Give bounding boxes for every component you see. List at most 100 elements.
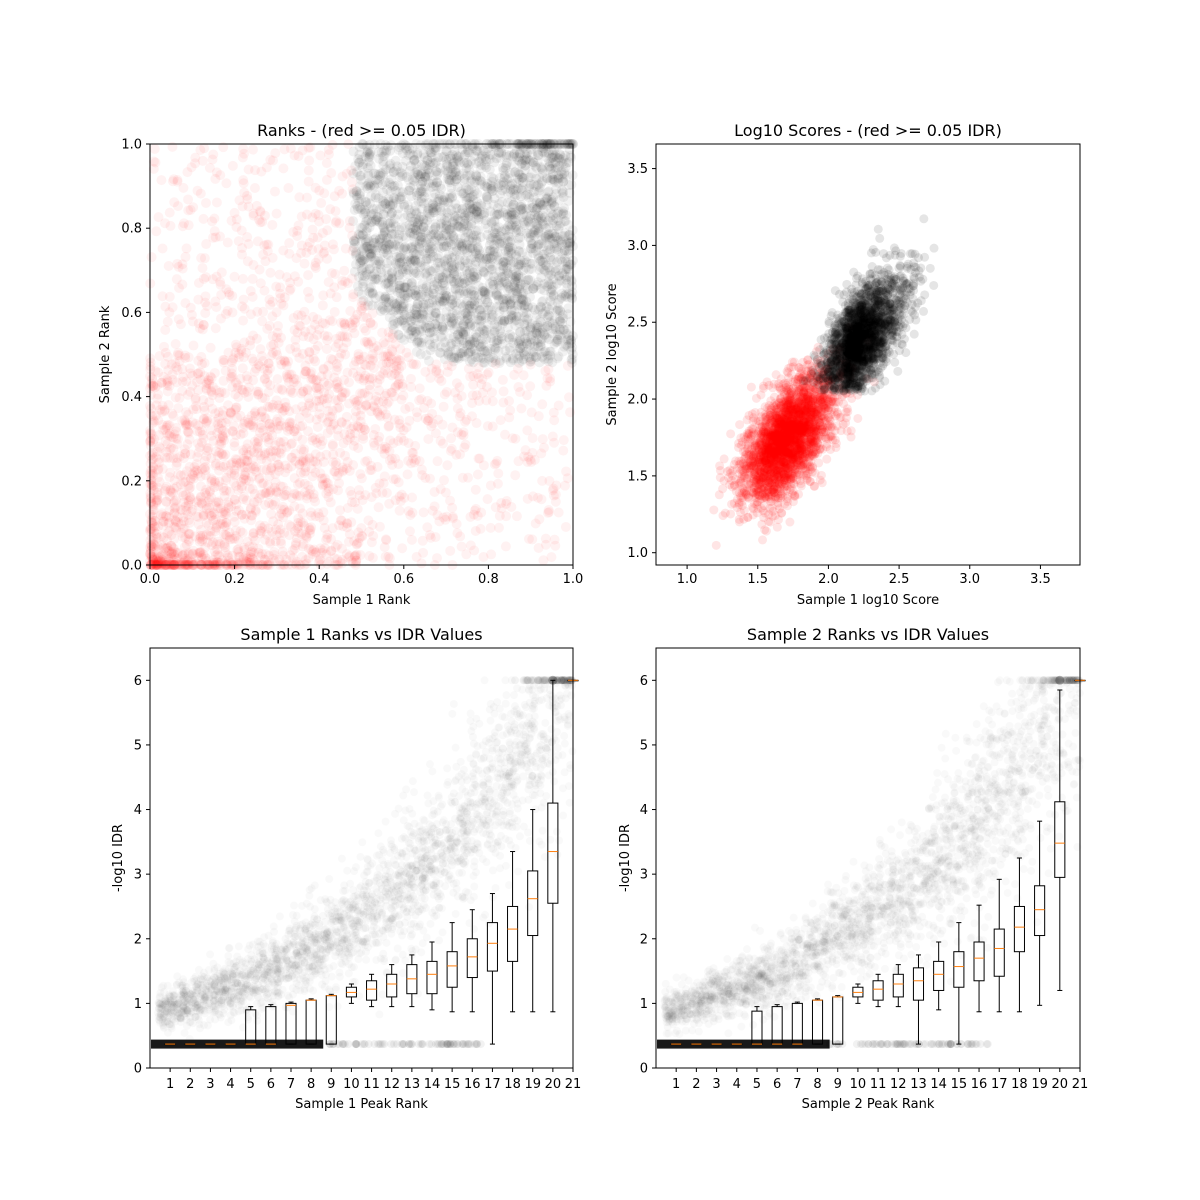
scatter-point bbox=[321, 158, 332, 169]
scatter-point bbox=[231, 454, 242, 465]
scatter-point bbox=[544, 475, 555, 486]
scatter-point bbox=[241, 475, 252, 486]
scatter-point bbox=[151, 497, 162, 508]
scatter-point bbox=[162, 316, 173, 327]
scatter-point bbox=[518, 265, 529, 276]
scatter-point bbox=[199, 253, 210, 264]
scatter-point bbox=[357, 495, 368, 506]
scatter-point bbox=[534, 172, 545, 183]
scatter-point bbox=[151, 400, 162, 411]
scatter-point bbox=[502, 268, 513, 279]
scatter-point bbox=[170, 552, 181, 563]
scatter-point bbox=[337, 275, 348, 286]
scatter-point bbox=[408, 268, 419, 279]
scatter-point bbox=[469, 545, 480, 556]
scatter-point bbox=[481, 382, 492, 393]
scatter-point bbox=[317, 318, 328, 329]
scatter-point bbox=[472, 368, 483, 379]
scatter-point bbox=[151, 226, 162, 237]
scatter-point bbox=[456, 541, 467, 552]
scatter-point bbox=[162, 380, 173, 391]
scatter-point bbox=[377, 187, 388, 198]
scatter-point bbox=[496, 185, 507, 196]
scatter-point bbox=[328, 244, 339, 255]
scatter-point bbox=[522, 425, 533, 436]
scatter-point bbox=[471, 145, 482, 156]
x-tick-label: 0.0 bbox=[140, 572, 161, 587]
scatter-point bbox=[424, 239, 435, 250]
scatter-point bbox=[501, 511, 512, 522]
scatter-point bbox=[229, 441, 240, 452]
scatter-point bbox=[501, 262, 512, 273]
scatter-point bbox=[266, 463, 277, 474]
scatter-point bbox=[159, 406, 170, 417]
scatter-point bbox=[399, 291, 410, 302]
scatter-point bbox=[200, 542, 211, 553]
scatter-point bbox=[377, 487, 388, 498]
scatter-point bbox=[227, 457, 238, 468]
scatter-point bbox=[330, 217, 341, 228]
scatter-point bbox=[220, 417, 231, 428]
scatter-point bbox=[489, 459, 500, 470]
scatter-point bbox=[355, 469, 366, 480]
scatter-point bbox=[318, 364, 329, 375]
scatter-point bbox=[401, 171, 412, 182]
scatter-point bbox=[253, 386, 264, 397]
scatter-point bbox=[433, 167, 444, 178]
scatter-point bbox=[374, 478, 385, 489]
scatter-point bbox=[237, 301, 248, 312]
scatter-point bbox=[152, 446, 163, 457]
scatter-point bbox=[502, 285, 513, 296]
scatter-point bbox=[394, 257, 405, 268]
scatter-point bbox=[146, 252, 157, 263]
scatter-point bbox=[454, 239, 465, 250]
scatter-point bbox=[211, 539, 222, 550]
scatter-point bbox=[154, 430, 165, 441]
scatter-point bbox=[285, 424, 296, 435]
scatter-point bbox=[364, 354, 375, 365]
scatter-point bbox=[160, 324, 171, 335]
scatter-point bbox=[488, 181, 499, 192]
scatter-point bbox=[566, 357, 577, 368]
scatter-point bbox=[505, 405, 516, 416]
scatter-point bbox=[191, 459, 202, 470]
scatter-point bbox=[477, 286, 488, 297]
scatter-point bbox=[394, 505, 405, 516]
scatter-point bbox=[500, 232, 511, 243]
scatter-point bbox=[183, 500, 194, 511]
scatter-point bbox=[249, 182, 260, 193]
scatter-point bbox=[464, 334, 475, 345]
scatter-point bbox=[465, 346, 476, 357]
scatter-point bbox=[290, 448, 301, 459]
scatter-point bbox=[206, 373, 217, 384]
scatter-point bbox=[301, 558, 312, 569]
y-tick-label: 0.2 bbox=[121, 474, 142, 489]
scatter-point bbox=[527, 239, 538, 250]
scatter-point bbox=[255, 278, 266, 289]
scatter-point bbox=[460, 416, 471, 427]
scatter-point bbox=[297, 434, 308, 445]
scatter-point bbox=[217, 507, 228, 518]
scatter-point bbox=[201, 490, 212, 501]
scatter-point bbox=[272, 349, 283, 360]
scatter-point bbox=[286, 452, 297, 463]
scatter-point bbox=[260, 554, 271, 565]
scatter-point bbox=[279, 405, 290, 416]
scatter-point bbox=[170, 338, 181, 349]
scatter-point bbox=[372, 461, 383, 472]
scatter-point bbox=[471, 158, 482, 169]
scatter-point bbox=[310, 375, 321, 386]
x-tick-label: 1.0 bbox=[563, 572, 584, 587]
scatter-point bbox=[247, 291, 258, 302]
scatter-point bbox=[510, 184, 521, 195]
scatter-point bbox=[216, 418, 227, 429]
scatter-point bbox=[371, 203, 382, 214]
scatter-point bbox=[293, 527, 304, 538]
scatter-point bbox=[322, 418, 333, 429]
scatter-point bbox=[549, 176, 560, 187]
scatter-point bbox=[348, 236, 359, 247]
scatter-point bbox=[149, 143, 160, 154]
scatter-point bbox=[418, 222, 429, 233]
scatter-point bbox=[238, 273, 249, 284]
scatter-point bbox=[159, 218, 170, 229]
